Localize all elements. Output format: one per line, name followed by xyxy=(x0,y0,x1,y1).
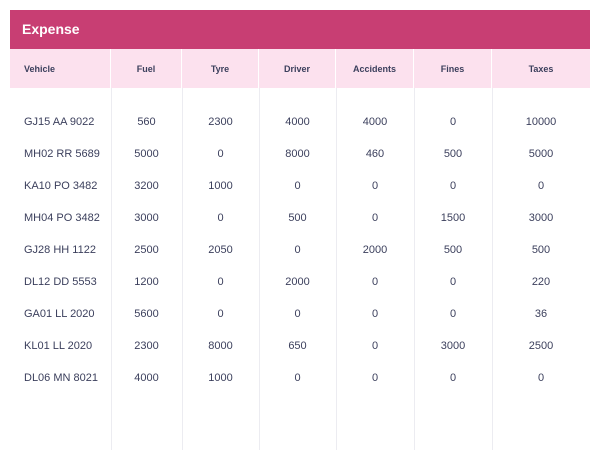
cell-taxes: 5000 xyxy=(528,148,554,160)
table-row[interactable]: GJ15 AA 9022 560 2300 4000 4000 0 10000 xyxy=(10,106,590,138)
cell-accidents: 0 xyxy=(371,372,379,384)
cell-taxes: 0 xyxy=(537,372,545,384)
cell-accidents: 0 xyxy=(371,308,379,320)
cell-vehicle: MH04 PO 3482 xyxy=(24,212,100,224)
column-header-driver[interactable]: Driver xyxy=(259,49,336,88)
cell-taxes: 0 xyxy=(537,180,545,192)
table-row[interactable]: GA01 LL 2020 5600 0 0 0 0 36 xyxy=(10,298,590,330)
cell-fines: 1500 xyxy=(440,212,466,224)
column-header-fines[interactable]: Fines xyxy=(414,49,492,88)
cell-taxes: 3000 xyxy=(528,212,554,224)
cell-fines: 3000 xyxy=(440,340,466,352)
cell-fuel: 2500 xyxy=(134,244,159,256)
column-header-fuel[interactable]: Fuel xyxy=(111,49,182,88)
column-divider xyxy=(259,88,260,450)
cell-tyre: 8000 xyxy=(208,340,233,352)
cell-fines: 0 xyxy=(449,372,457,384)
cell-fines: 500 xyxy=(443,148,463,160)
cell-driver: 500 xyxy=(288,212,307,224)
cell-accidents: 0 xyxy=(371,340,379,352)
cell-taxes: 36 xyxy=(534,308,548,320)
cell-fuel: 1200 xyxy=(134,276,159,288)
cell-driver: 0 xyxy=(294,308,301,320)
cell-accidents: 460 xyxy=(365,148,385,160)
table-row[interactable]: MH02 RR 5689 5000 0 8000 460 500 5000 xyxy=(10,138,590,170)
cell-fuel: 560 xyxy=(137,116,156,128)
cell-fuel: 3000 xyxy=(134,212,159,224)
cell-driver: 0 xyxy=(294,244,301,256)
expense-panel: Expense Vehicle Fuel Tyre Driver Acciden… xyxy=(10,10,590,450)
table-spacer xyxy=(10,88,590,106)
cell-fuel: 5600 xyxy=(134,308,159,320)
expense-table: Vehicle Fuel Tyre Driver Accidents Fines… xyxy=(10,49,590,450)
cell-fuel: 5000 xyxy=(134,148,159,160)
cell-taxes: 500 xyxy=(531,244,551,256)
cell-accidents: 4000 xyxy=(362,116,388,128)
column-divider xyxy=(111,88,112,450)
cell-driver: 8000 xyxy=(285,148,310,160)
cell-vehicle: MH02 RR 5689 xyxy=(24,148,100,160)
cell-driver: 0 xyxy=(294,180,301,192)
table-row[interactable]: MH04 PO 3482 3000 0 500 0 1500 3000 xyxy=(10,202,590,234)
table-body: GJ15 AA 9022 560 2300 4000 4000 0 10000 MH02 RR… xyxy=(10,106,590,394)
cell-tyre: 2300 xyxy=(208,116,233,128)
cell-fuel: 3200 xyxy=(134,180,159,192)
column-header-tyre[interactable]: Tyre xyxy=(182,49,259,88)
table-row[interactable]: DL12 DD 5553 1200 0 2000 0 0 220 xyxy=(10,266,590,298)
cell-tyre: 0 xyxy=(217,276,224,288)
cell-accidents: 0 xyxy=(371,212,379,224)
cell-fines: 0 xyxy=(449,276,457,288)
cell-taxes: 10000 xyxy=(525,116,557,128)
cell-driver: 4000 xyxy=(285,116,310,128)
table-row[interactable]: KL01 LL 2020 2300 8000 650 0 3000 2500 xyxy=(10,330,590,362)
cell-tyre: 2050 xyxy=(208,244,233,256)
cell-tyre: 1000 xyxy=(208,372,233,384)
table-header-row: Vehicle Fuel Tyre Driver Accidents Fines… xyxy=(10,49,590,88)
cell-taxes: 2500 xyxy=(528,340,554,352)
cell-fuel: 2300 xyxy=(134,340,159,352)
cell-vehicle: GJ15 AA 9022 xyxy=(24,116,95,128)
cell-fines: 0 xyxy=(449,116,457,128)
cell-vehicle: DL06 MN 8021 xyxy=(24,372,98,384)
panel-title: Expense xyxy=(10,10,590,49)
column-divider xyxy=(492,88,493,450)
cell-tyre: 0 xyxy=(217,308,224,320)
column-header-taxes[interactable]: Taxes xyxy=(528,63,554,74)
table-row[interactable]: DL06 MN 8021 4000 1000 0 0 0 0 xyxy=(10,362,590,394)
column-divider xyxy=(414,88,415,450)
column-header-vehicle[interactable]: Vehicle xyxy=(10,49,111,88)
cell-accidents: 0 xyxy=(371,180,379,192)
cell-driver: 650 xyxy=(288,340,307,352)
cell-fuel: 4000 xyxy=(134,372,159,384)
cell-driver: 2000 xyxy=(285,276,310,288)
cell-driver: 0 xyxy=(294,372,301,384)
cell-tyre: 0 xyxy=(217,212,224,224)
cell-fines: 500 xyxy=(443,244,463,256)
cell-tyre: 1000 xyxy=(208,180,233,192)
cell-fines: 0 xyxy=(449,180,457,192)
cell-tyre: 0 xyxy=(217,148,224,160)
cell-vehicle: KA10 PO 3482 xyxy=(24,180,98,192)
column-divider xyxy=(182,88,183,450)
table-row[interactable]: KA10 PO 3482 3200 1000 0 0 0 0 xyxy=(10,170,590,202)
cell-vehicle: GJ28 HH 1122 xyxy=(24,244,96,256)
cell-vehicle: DL12 DD 5553 xyxy=(24,276,97,288)
column-divider xyxy=(336,88,337,450)
column-header-accidents[interactable]: Accidents xyxy=(336,49,414,88)
cell-taxes: 220 xyxy=(531,276,551,288)
cell-vehicle: KL01 LL 2020 xyxy=(24,340,93,352)
cell-vehicle: GA01 LL 2020 xyxy=(24,308,95,320)
cell-accidents: 2000 xyxy=(362,244,388,256)
table-row[interactable]: GJ28 HH 1122 2500 2050 0 2000 500 500 xyxy=(10,234,590,266)
cell-fines: 0 xyxy=(449,308,457,320)
cell-accidents: 0 xyxy=(371,276,379,288)
